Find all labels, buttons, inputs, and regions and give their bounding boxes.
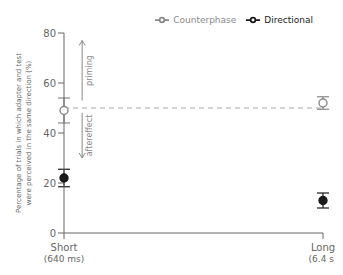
svg-text:were perceived in the same dir: were perceived in the same direction (%) — [25, 60, 33, 205]
svg-text:Long(6.4 s): Long(6.4 s) — [309, 242, 335, 264]
html-text:Counterphase: Counterphase — [173, 14, 237, 25]
svg-text:Percentage of trials in which: Percentage of trials in which adapter an… — [15, 53, 23, 213]
svg-text:0: 0 — [50, 228, 56, 239]
svg-text:60: 60 — [43, 78, 56, 89]
svg-text:Short(640 ms): Short(640 ms) — [44, 242, 85, 264]
svg-text:40: 40 — [43, 128, 56, 139]
svg-text:aftereffect: aftereffect — [85, 115, 94, 157]
svg-text:20: 20 — [43, 178, 56, 189]
html-text:Directional: Directional — [264, 14, 313, 25]
svg-text:80: 80 — [43, 28, 56, 39]
svg-text:priming: priming — [85, 55, 94, 86]
